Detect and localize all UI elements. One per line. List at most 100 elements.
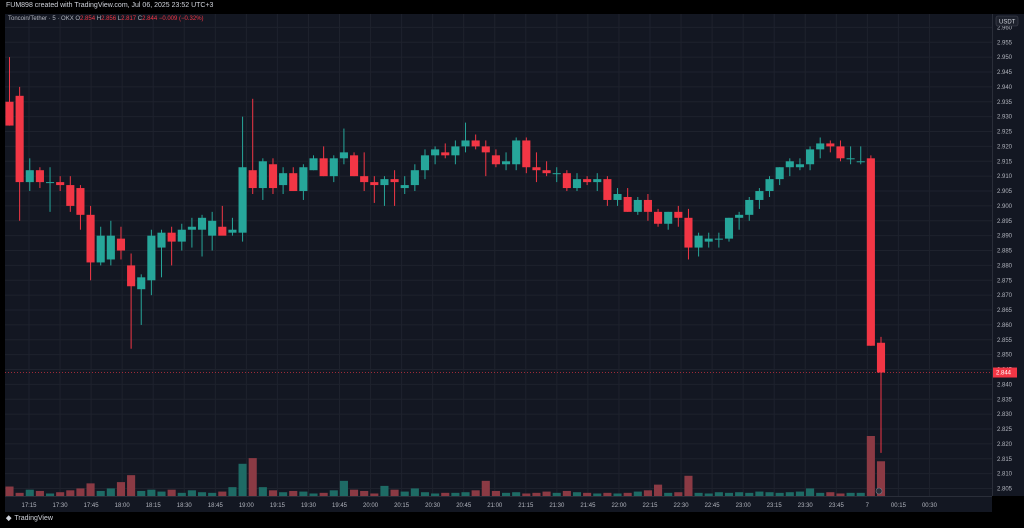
candle-body <box>501 161 511 165</box>
time-tick-label: 22:15 <box>642 503 658 509</box>
price-tick-label: 2.825 <box>997 427 1013 433</box>
volume-bar <box>45 493 55 496</box>
volume-bar <box>86 483 95 496</box>
price-scale[interactable] <box>992 14 1024 496</box>
candle-body <box>836 146 845 159</box>
volume-bar <box>35 490 44 496</box>
volume-bar <box>664 492 673 496</box>
candle-body <box>765 179 774 192</box>
candle-body <box>785 161 794 168</box>
volume-bar <box>197 492 207 496</box>
candle-body <box>339 152 348 159</box>
volume-bar <box>360 490 369 496</box>
footer-brand[interactable]: ◆ TradingView <box>6 514 53 522</box>
candle-body <box>542 170 551 174</box>
candle-body <box>654 211 663 224</box>
candle-body <box>664 211 673 224</box>
candle-body <box>512 140 521 165</box>
volume-bar <box>228 487 237 496</box>
time-tick-label: 20:30 <box>425 503 441 509</box>
price-tick-label: 2.940 <box>997 85 1013 91</box>
volume-bar <box>25 489 34 496</box>
time-tick-label: 00:30 <box>922 503 938 509</box>
candle-body <box>441 152 450 156</box>
volume-bar <box>501 492 511 496</box>
candle-body <box>329 158 338 177</box>
price-tick-label: 2.885 <box>997 249 1013 255</box>
time-tick-label: 21:45 <box>580 503 596 509</box>
candle-body <box>714 238 723 240</box>
last-price-label: 2.844 <box>996 371 1012 377</box>
candle-body <box>45 182 55 184</box>
volume-bar <box>451 492 460 496</box>
volume-bar <box>431 493 440 496</box>
price-tick-label: 2.925 <box>997 130 1013 136</box>
candle-layer <box>5 57 886 453</box>
price-tick-label: 2.850 <box>997 353 1013 359</box>
volume-bar <box>66 490 75 496</box>
volume-bar <box>187 490 196 496</box>
time-tick-label: 23:00 <box>736 503 752 509</box>
time-tick-label: 22:30 <box>674 503 690 509</box>
volume-bar <box>532 492 541 496</box>
candle-body <box>147 235 156 281</box>
overlay-layer: 2.844 <box>5 367 1017 495</box>
time-tick-label: 18:45 <box>208 503 224 509</box>
time-tick-label: 23:45 <box>829 503 845 509</box>
plot-panel[interactable] <box>5 14 992 496</box>
volume-bar <box>866 436 875 496</box>
tradingview-logo-icon: ◆ <box>6 515 12 522</box>
candle-body <box>208 220 217 236</box>
low-value: 2.817 <box>121 16 137 22</box>
volume-bar <box>258 487 267 496</box>
price-tick-label: 2.875 <box>997 278 1013 284</box>
volume-bar <box>420 492 430 496</box>
volume-bar <box>735 492 744 496</box>
price-tick-label: 2.805 <box>997 487 1013 493</box>
price-tick-label: 2.855 <box>997 338 1013 344</box>
time-tick-label: 19:45 <box>332 503 348 509</box>
time-tick-label: 22:00 <box>611 503 627 509</box>
volume-bar <box>218 491 227 496</box>
time-tick-label: 21:30 <box>549 503 565 509</box>
volume-bar <box>856 492 865 496</box>
price-tick-label: 2.840 <box>997 382 1013 388</box>
volume-bar <box>127 475 136 496</box>
volume-bar <box>461 492 470 496</box>
price-tick-label: 2.865 <box>997 308 1013 314</box>
candle-body <box>704 238 713 242</box>
volume-bar <box>349 489 359 496</box>
price-tick-label: 2.820 <box>997 442 1013 448</box>
candle-body <box>268 164 278 189</box>
volume-bar <box>775 492 784 496</box>
time-scale[interactable] <box>5 496 992 512</box>
candle-body <box>187 226 196 230</box>
volume-bar <box>289 490 298 496</box>
open-label: O <box>75 16 81 22</box>
volume-bar <box>643 490 652 496</box>
time-tick-label: 18:30 <box>177 503 193 509</box>
volume-bar <box>471 490 480 496</box>
volume-bar <box>329 490 338 496</box>
candle-body <box>684 217 693 248</box>
price-tick-label: 2.860 <box>997 323 1013 329</box>
candle-body <box>167 232 176 242</box>
volume-bar <box>562 490 571 496</box>
time-tick-label: 20:00 <box>363 503 379 509</box>
time-tick-label: 23:30 <box>798 503 814 509</box>
volume-bar <box>745 492 754 496</box>
volume-bar <box>481 480 490 496</box>
candle-body <box>846 158 855 160</box>
volume-bar <box>826 492 835 496</box>
candle-body <box>674 211 683 218</box>
volume-bar <box>816 492 825 496</box>
candle-body <box>451 146 460 156</box>
candle-body <box>593 179 602 183</box>
candle-body <box>299 167 308 192</box>
volume-bar <box>441 492 450 496</box>
volume-bar <box>795 491 804 496</box>
candle-body <box>603 179 612 200</box>
candle-body <box>25 170 34 183</box>
candle-body <box>228 229 237 233</box>
